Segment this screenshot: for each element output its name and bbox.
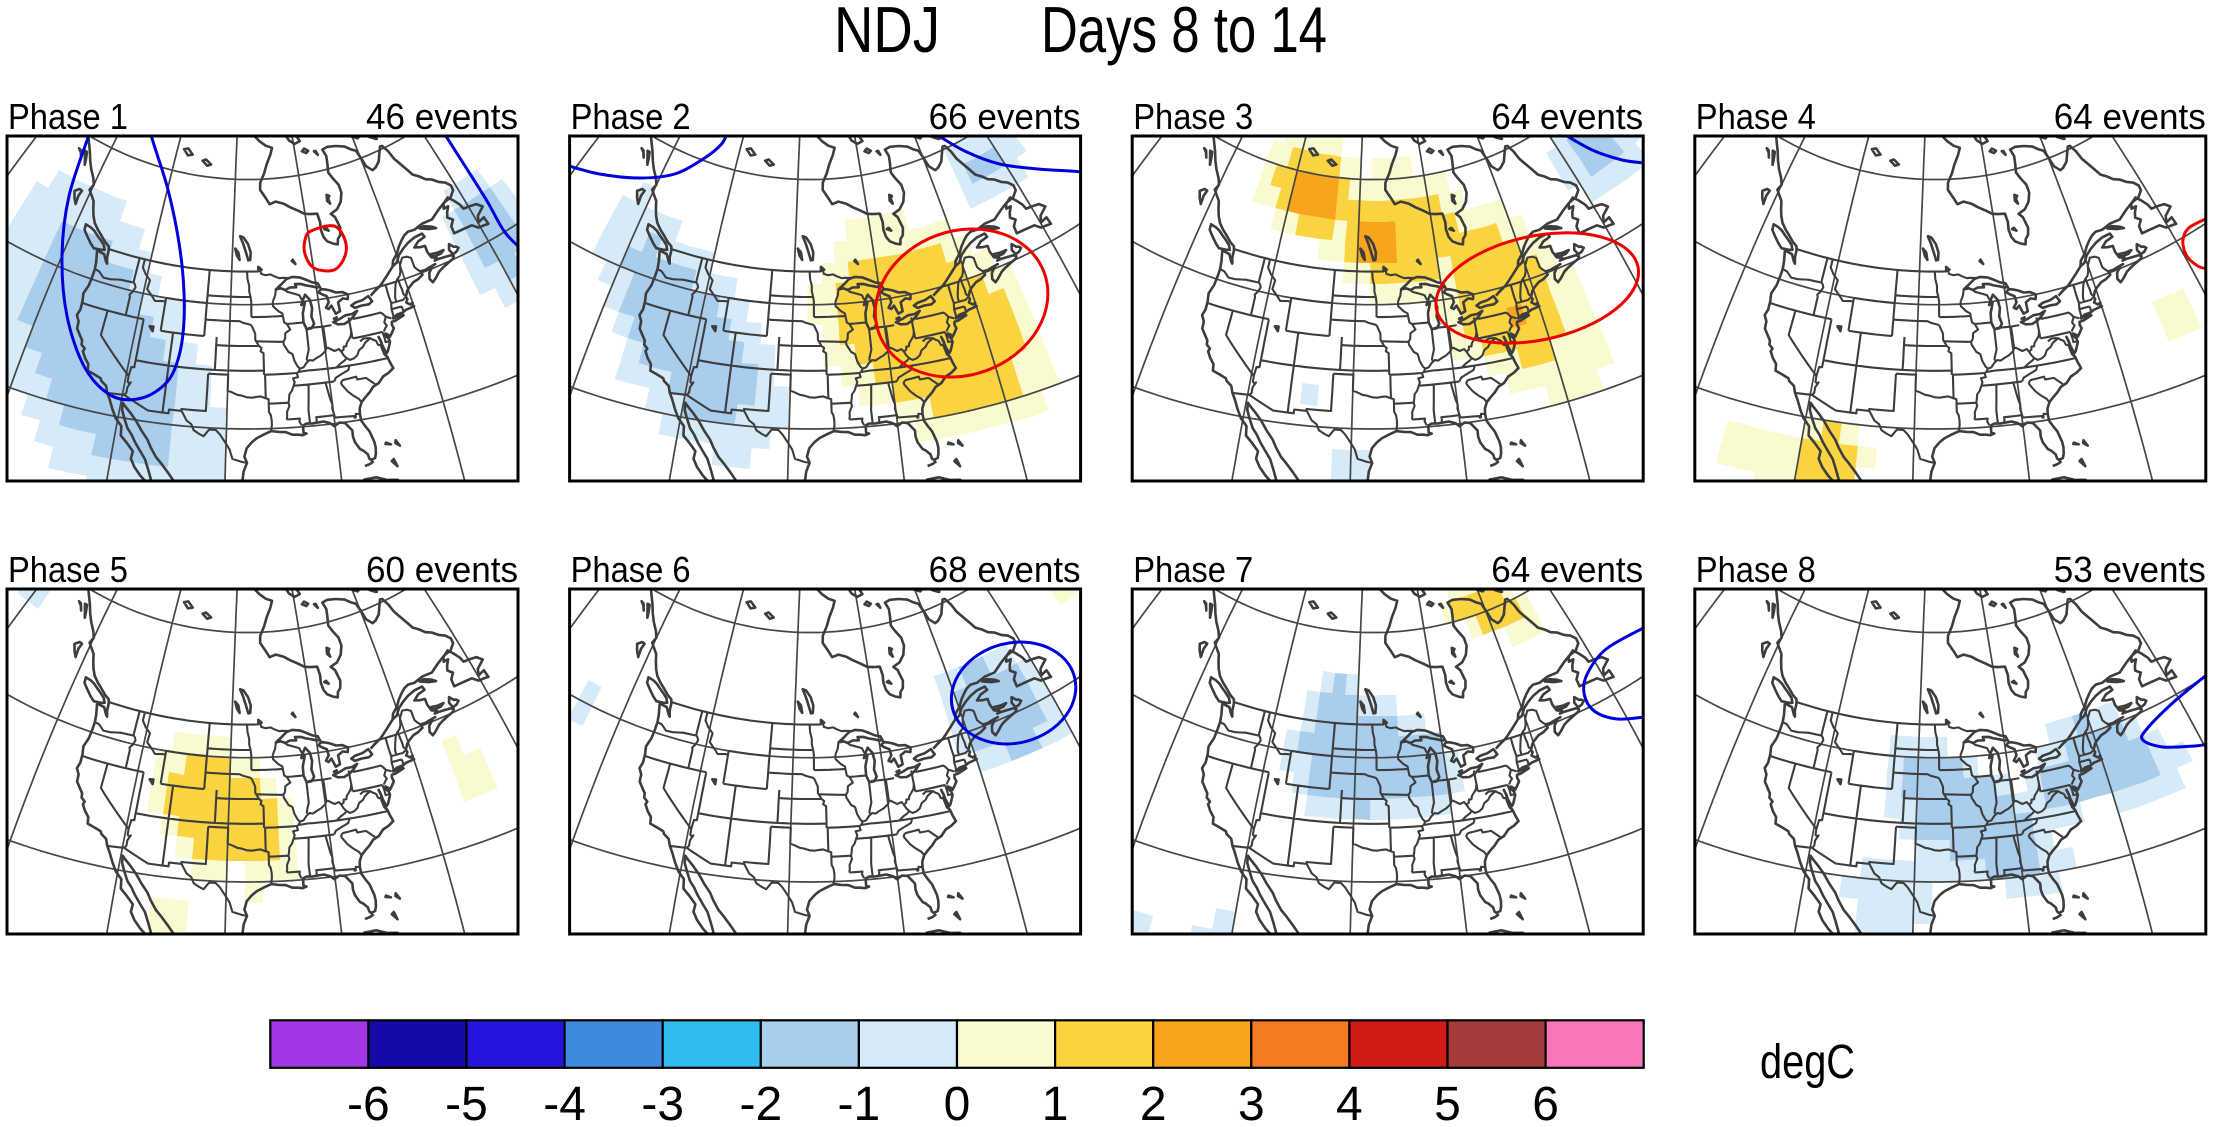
svg-text:Phase 2: Phase 2 <box>571 96 691 137</box>
svg-text:4: 4 <box>1336 1078 1363 1122</box>
svg-text:66 events: 66 events <box>929 96 1081 137</box>
svg-text:NDJ: NDJ <box>834 0 940 66</box>
svg-text:64 events: 64 events <box>1491 96 1643 137</box>
svg-text:Phase 3: Phase 3 <box>1133 96 1253 137</box>
svg-text:Days 8 to 14: Days 8 to 14 <box>1041 0 1327 66</box>
svg-text:Phase 5: Phase 5 <box>8 549 128 590</box>
svg-text:53 events: 53 events <box>2054 549 2206 590</box>
svg-text:6: 6 <box>1532 1078 1559 1122</box>
svg-text:Phase 4: Phase 4 <box>1696 96 1816 137</box>
svg-text:degC: degC <box>1760 1036 1855 1089</box>
svg-text:-6: -6 <box>347 1078 390 1122</box>
svg-text:64 events: 64 events <box>1491 549 1643 590</box>
svg-text:5: 5 <box>1434 1078 1461 1122</box>
svg-text:2: 2 <box>1140 1078 1167 1122</box>
svg-text:46 events: 46 events <box>366 96 518 137</box>
svg-text:Phase 6: Phase 6 <box>571 549 691 590</box>
svg-text:60 events: 60 events <box>366 549 518 590</box>
svg-text:Phase 8: Phase 8 <box>1696 549 1816 590</box>
svg-text:-3: -3 <box>641 1078 684 1122</box>
svg-text:-4: -4 <box>543 1078 586 1122</box>
svg-text:-2: -2 <box>739 1078 782 1122</box>
svg-text:Phase 1: Phase 1 <box>8 96 128 137</box>
svg-text:3: 3 <box>1238 1078 1265 1122</box>
svg-text:1: 1 <box>1042 1078 1069 1122</box>
svg-text:-1: -1 <box>838 1078 881 1122</box>
svg-text:68 events: 68 events <box>929 549 1081 590</box>
svg-text:-5: -5 <box>445 1078 488 1122</box>
svg-text:Phase 7: Phase 7 <box>1133 549 1253 590</box>
svg-text:0: 0 <box>944 1078 971 1122</box>
svg-text:64 events: 64 events <box>2054 96 2206 137</box>
